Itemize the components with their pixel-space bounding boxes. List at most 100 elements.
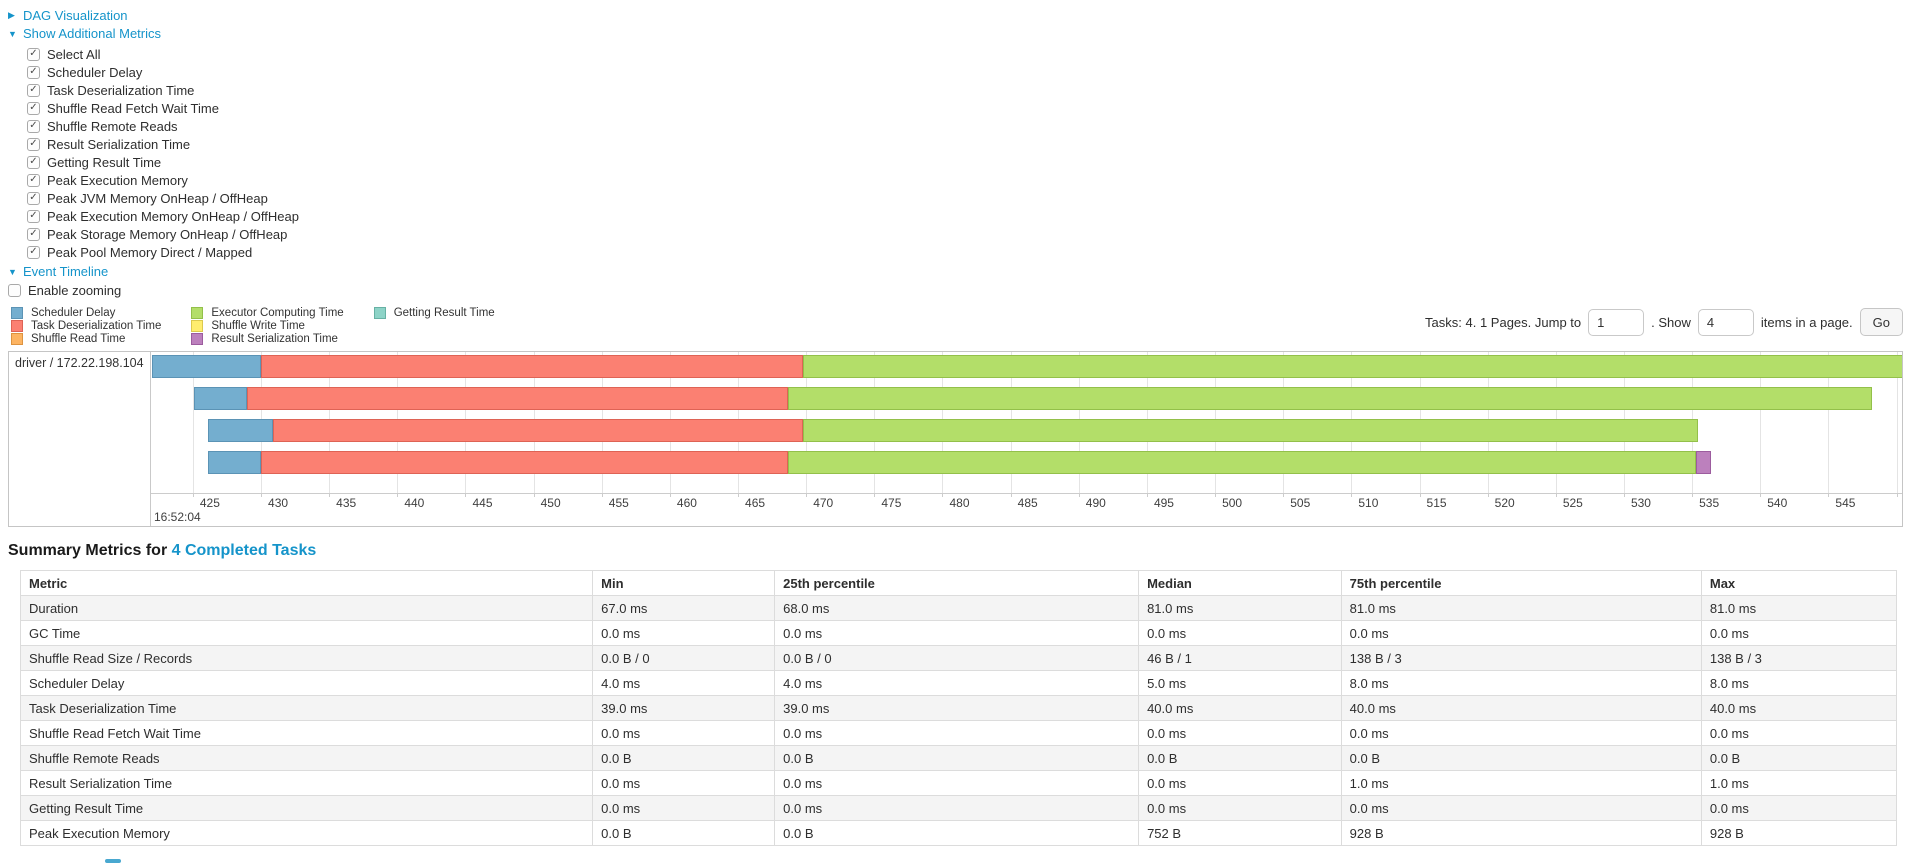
executor-group-label: driver / 172.22.198.104 [15, 356, 144, 370]
timeline-tick-label: 475 [881, 496, 902, 510]
metric-checkbox-item[interactable]: ✓ Getting Result Time [27, 153, 1903, 171]
timeline-segment-scheduler-delay[interactable] [152, 355, 262, 378]
metric-checkbox-item[interactable]: ✓ Select All [27, 45, 1903, 63]
metric-checkbox-item[interactable]: ✓ Scheduler Delay [27, 63, 1903, 81]
timeline-segment-scheduler-delay[interactable] [207, 419, 274, 442]
metric-value-cell: 4.0 ms [774, 670, 1140, 696]
metric-checkbox-item[interactable]: ✓ Peak JVM Memory OnHeap / OffHeap [27, 189, 1903, 207]
timeline-axis-tick [1010, 493, 1012, 497]
show-additional-metrics-toggle[interactable]: ▼ Show Additional Metrics [8, 25, 1903, 42]
metric-value-cell: 752 B [1138, 820, 1342, 846]
jump-to-page-input[interactable] [1588, 308, 1645, 336]
timeline-axis-tick [1283, 493, 1285, 497]
timeline-segment-scheduler-delay[interactable] [207, 451, 262, 474]
timeline-segment-scheduler-delay[interactable] [194, 387, 248, 410]
metric-checkbox-item[interactable]: ✓ Task Deserialization Time [27, 81, 1903, 99]
timeline-axis-tick [465, 493, 467, 497]
metric-checkbox-item[interactable]: ✓ Peak Storage Memory OnHeap / OffHeap [27, 225, 1903, 243]
timeline-axis-tick [533, 493, 535, 497]
timeline-tick-label: 550 [1897, 496, 1902, 510]
metric-checkbox-item[interactable]: ✓ Shuffle Remote Reads [27, 117, 1903, 135]
metric-value-cell: 0.0 B [592, 820, 776, 846]
collapsed-arrow-icon: ▶ [8, 10, 15, 20]
timeline-tick-label: 465 [745, 496, 766, 510]
event-timeline-toggle[interactable]: ▼ Event Timeline [8, 263, 1903, 280]
timeline-tick-label: 470 [813, 496, 834, 510]
metric-value-cell: 46 B / 1 [1138, 645, 1342, 671]
checkbox-checked-icon: ✓ [27, 245, 40, 259]
metric-value-cell: 81.0 ms [1138, 595, 1342, 621]
metric-checkbox-item[interactable]: ✓ Result Serialization Time [27, 135, 1903, 153]
metric-value-cell: 39.0 ms [592, 695, 776, 721]
metric-checkbox-item[interactable]: ✓ Peak Pool Memory Direct / Mapped [27, 243, 1903, 261]
items-per-page-input[interactable] [1697, 308, 1754, 336]
timeline-segment-task-deserialization-time[interactable] [261, 451, 789, 474]
dag-visualization-toggle[interactable]: ▶ DAG Visualization [8, 7, 1903, 24]
summary-metrics-table: Metric Min 25th percentile Median 75th perce… [19, 570, 1898, 846]
timeline-segment-result-serialization-time[interactable] [1696, 451, 1712, 474]
summary-table-row: Shuffle Remote Reads 0.0 B 0.0 B 0.0 B 0.0 B… [19, 745, 1898, 771]
summary-column-header: 25th percentile [774, 570, 1140, 596]
metric-value-cell: 0.0 ms [592, 620, 776, 646]
event-timeline-label: Event Timeline [23, 264, 109, 279]
timeline-segment-task-deserialization-time[interactable] [273, 419, 804, 442]
timeline-tick-label: 490 [1085, 496, 1106, 510]
timeline-segment-task-deserialization-time[interactable] [261, 355, 804, 378]
checkbox-checked-icon: ✓ [27, 173, 40, 187]
executor-computing-time-swatch-icon [191, 306, 204, 319]
legend-label: Getting Result Time [393, 306, 495, 319]
metric-name-cell: Shuffle Read Fetch Wait Time [19, 720, 594, 746]
legend-label: Task Deserialization Time [31, 319, 162, 332]
metric-value-cell: 81.0 ms [1700, 595, 1898, 621]
timeline-segment-executor-computing-time[interactable] [803, 355, 1902, 378]
timeline-segment-executor-computing-time[interactable] [803, 419, 1698, 442]
summary-table-row: Getting Result Time 0.0 ms 0.0 ms 0.0 ms 0.0… [19, 795, 1898, 821]
enable-zooming-option[interactable]: Enable zooming [8, 281, 1903, 299]
summary-table-row: Task Deserialization Time 39.0 ms 39.0 ms 4… [19, 695, 1898, 721]
timeline-tick-label: 440 [404, 496, 425, 510]
metric-value-cell: 0.0 B [774, 745, 1140, 771]
completed-tasks-link[interactable]: 4 Completed Tasks [171, 542, 317, 559]
timeline-axis-tick [1555, 493, 1557, 497]
metric-value-cell: 8.0 ms [1700, 670, 1898, 696]
timeline-segment-task-deserialization-time[interactable] [247, 387, 789, 410]
timeline-axis-tick [874, 493, 876, 497]
metric-value-cell: 0.0 ms [1700, 795, 1898, 821]
timeline-tick-label: 545 [1835, 496, 1856, 510]
expanded-arrow-icon: ▼ [8, 28, 17, 39]
timeline-tick-label: 500 [1222, 496, 1243, 510]
metric-name-cell: Task Deserialization Time [19, 695, 594, 721]
legend-column: Getting Result Time [373, 306, 495, 345]
summary-table-row: Scheduler Delay 4.0 ms 4.0 ms 5.0 ms 8.0 ms 8… [19, 670, 1898, 696]
metric-value-cell: 0.0 ms [1138, 795, 1342, 821]
metric-checkbox-label: Peak Execution Memory OnHeap / OffHeap [47, 208, 299, 224]
timeline-segment-executor-computing-time[interactable] [788, 387, 1872, 410]
metric-value-cell: 40.0 ms [1700, 695, 1898, 721]
timeline-axis-tick [1623, 493, 1625, 497]
timeline-tick-label: 510 [1358, 496, 1379, 510]
metric-checkbox-item[interactable]: ✓ Peak Execution Memory OnHeap / OffHeap [27, 207, 1903, 225]
timeline-tick-label: 425 [199, 496, 220, 510]
metric-value-cell: 4.0 ms [592, 670, 776, 696]
metric-checkbox-label: Shuffle Remote Reads [47, 118, 178, 134]
timeline-tick-label: 485 [1017, 496, 1038, 510]
checkbox-checked-icon: ✓ [27, 47, 40, 61]
go-button[interactable]: Go [1859, 308, 1903, 336]
metric-value-cell: 0.0 B [1340, 745, 1702, 771]
metric-value-cell: 40.0 ms [1340, 695, 1702, 721]
summary-metrics-title: Summary Metrics for 4 Completed Tasks [8, 542, 1903, 560]
timeline-tick-label: 520 [1494, 496, 1515, 510]
timeline-tick-label: 435 [336, 496, 357, 510]
pagination-suffix-text: items in a page. [1760, 314, 1853, 330]
metric-name-cell: Duration [19, 595, 594, 621]
metric-checkbox-item[interactable]: ✓ Peak Execution Memory [27, 171, 1903, 189]
checkbox-checked-icon: ✓ [27, 119, 40, 133]
timeline-segment-executor-computing-time[interactable] [788, 451, 1697, 474]
metric-checkbox-label: Peak JVM Memory OnHeap / OffHeap [47, 190, 268, 206]
checkbox-checked-icon: ✓ [27, 155, 40, 169]
timeline-tick-label: 455 [608, 496, 629, 510]
timeline-tick-label: 480 [949, 496, 970, 510]
metric-checkbox-label: Peak Storage Memory OnHeap / OffHeap [47, 226, 288, 242]
enable-zooming-label: Enable zooming [28, 282, 122, 298]
metric-checkbox-item[interactable]: ✓ Shuffle Read Fetch Wait Time [27, 99, 1903, 117]
